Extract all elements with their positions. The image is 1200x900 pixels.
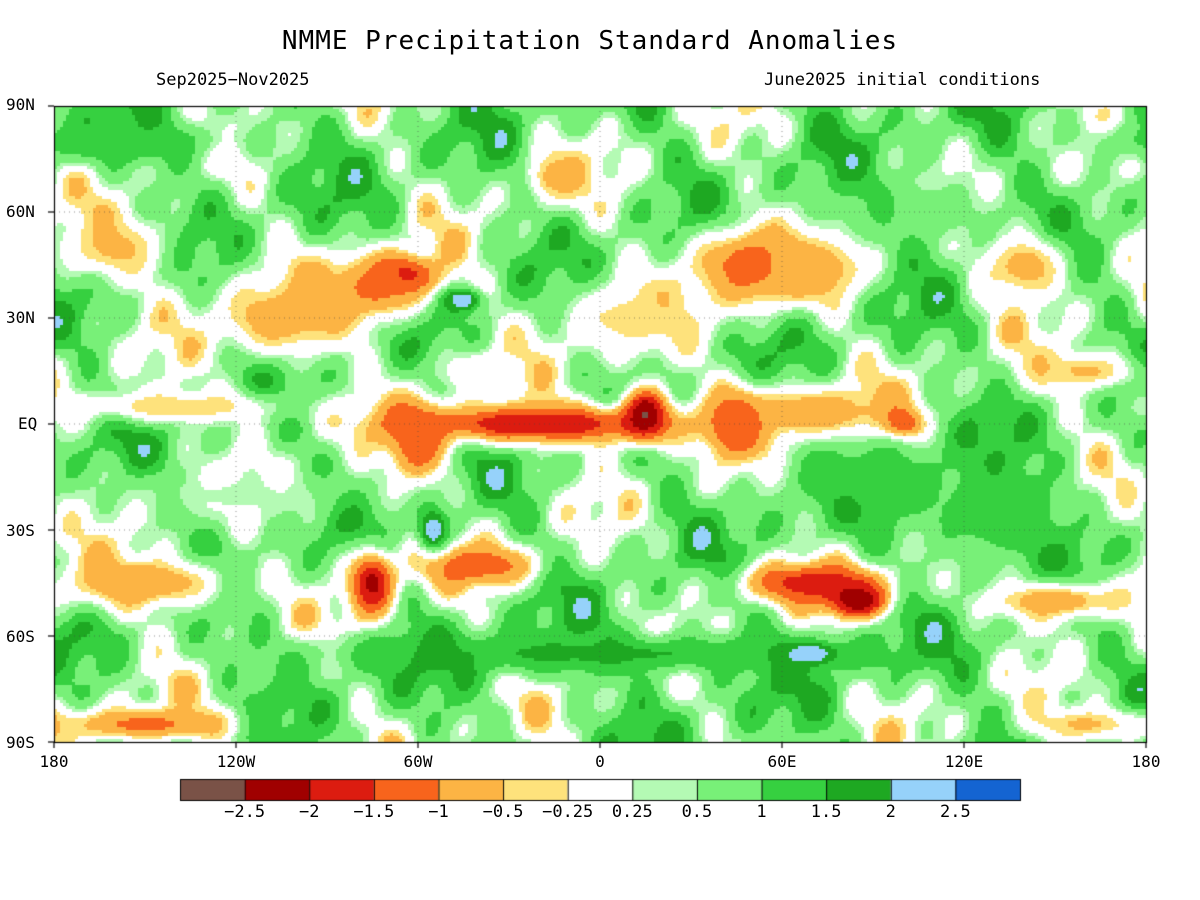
lon-label-180w: 180 [39,752,69,771]
lon-label-60w: 60W [403,752,433,771]
lon-label-120w: 120W [216,752,256,771]
colorbar-label: 0.25 [611,802,653,822]
colorbar-label: −0.25 [542,802,594,822]
colorbar-label: −1 [428,802,449,822]
lat-label-60n: 60N [6,202,35,221]
colorbar-label: 2.5 [940,802,971,822]
colorbar-label: 1.5 [810,802,842,822]
lon-label-0: 0 [595,752,605,771]
lon-label-180e: 180 [1131,752,1161,771]
colorbar-label: −2 [298,802,320,822]
lat-label-30n: 30N [6,308,35,327]
lat-label-60s: 60S [6,627,35,646]
colorbar-label: 1 [756,802,767,822]
initial-conditions: June2025 initial conditions [764,70,1041,90]
lon-label-120e: 120E [944,752,984,771]
lon-label-60e: 60E [767,752,797,771]
lat-label-90n: 90N [6,95,35,114]
colorbar-label: −0.5 [482,802,524,822]
colorbar-label: −2.5 [224,802,266,822]
forecast-period: Sep2025−Nov2025 [156,70,310,90]
lat-label-eq: EQ [18,414,38,433]
lat-label-90s: 90S [6,733,35,752]
colorbar-label: 0.5 [681,802,713,822]
lat-label-30s: 30S [6,521,35,540]
map-title: NMME Precipitation Standard Anomalies [281,26,899,56]
colorbar-label: 2 [885,802,896,822]
colorbar-label: −1.5 [353,802,395,822]
